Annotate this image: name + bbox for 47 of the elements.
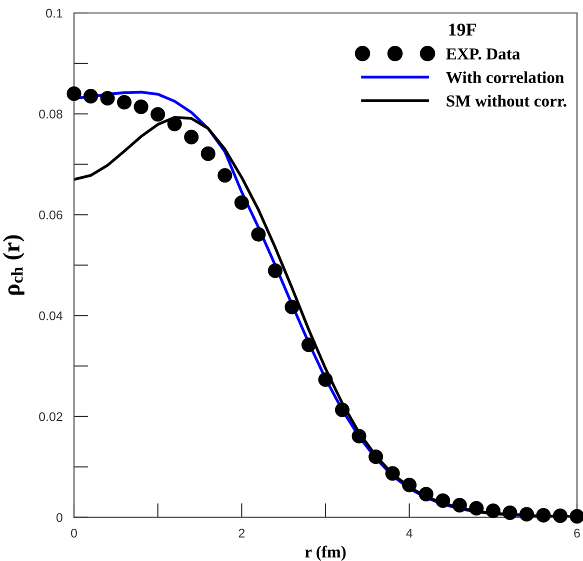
point [452, 498, 467, 512]
point [66, 86, 82, 101]
point [150, 107, 166, 122]
point [418, 486, 434, 502]
point [385, 466, 400, 481]
point [234, 195, 249, 210]
point [117, 94, 132, 110]
point [134, 100, 148, 114]
point [402, 478, 417, 492]
point [218, 168, 232, 183]
point [536, 508, 551, 523]
legend-label: EXP. Data [446, 48, 520, 60]
point [469, 500, 484, 516]
x-tick-label: 4 [406, 528, 412, 538]
point [368, 450, 384, 464]
y-tick-label: 0.08 [39, 110, 62, 119]
point [502, 505, 518, 520]
point [334, 402, 350, 418]
legend-label: SM without corr. [446, 94, 566, 107]
point [100, 90, 115, 106]
y-tick-label: 0.02 [39, 412, 62, 422]
legend-label: With correlation [446, 71, 564, 84]
x-tick-label: 0 [71, 528, 77, 538]
point [519, 506, 534, 522]
point [318, 372, 333, 387]
point [251, 227, 266, 242]
y-tick-label: 0.1 [46, 8, 62, 18]
y-tick-label: 0.04 [39, 311, 63, 320]
point [184, 130, 199, 144]
point [167, 116, 182, 132]
point [486, 503, 500, 518]
point [570, 509, 583, 524]
point [552, 508, 568, 524]
point [352, 428, 366, 444]
y-tick-label: 0 [56, 513, 62, 522]
point [301, 338, 316, 352]
point [436, 493, 450, 508]
y-axis-title: ρ$_{ch}$ (r) [2, 235, 24, 295]
point [200, 146, 216, 161]
point [268, 263, 282, 278]
x-tick-label: 6 [574, 528, 580, 538]
y-tick-label: 0.06 [39, 210, 62, 220]
point [83, 88, 98, 104]
x-tick-label: 2 [238, 528, 245, 538]
point [284, 300, 300, 314]
legend-title: 19F [449, 24, 476, 36]
x-axis-title: r (fm) [305, 546, 346, 561]
